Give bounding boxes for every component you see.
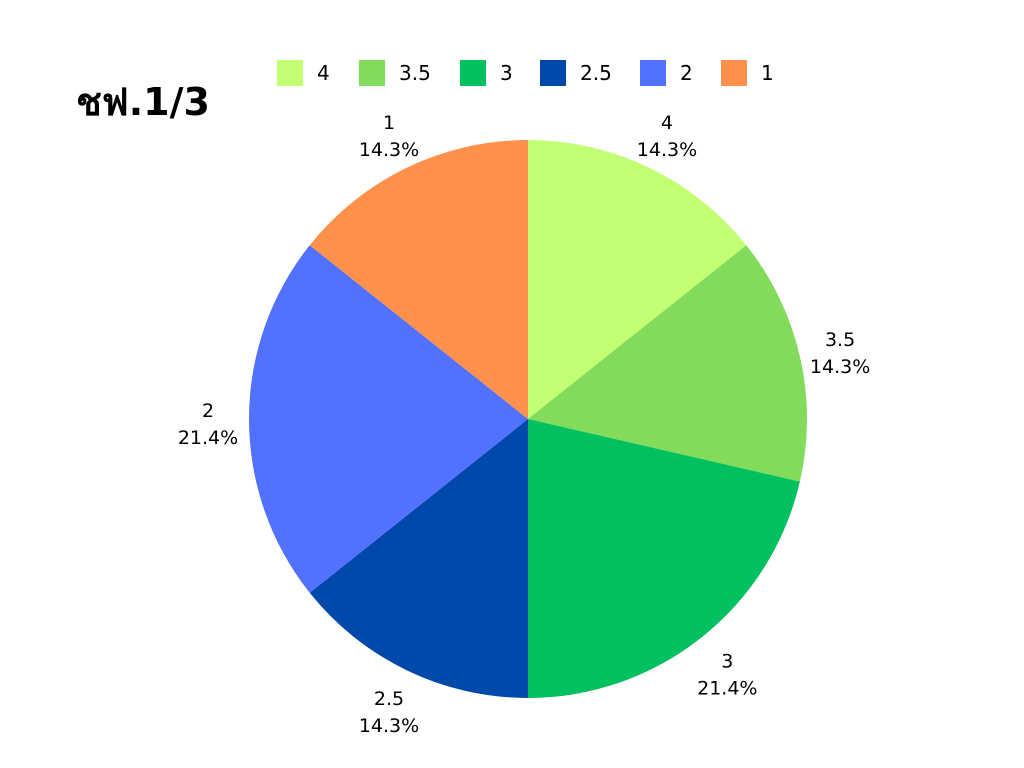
slice-category-label: 2.5 — [374, 688, 404, 710]
legend-label: 2 — [680, 61, 693, 85]
pie-slice-2-5 — [309, 419, 528, 698]
legend-item: 2.5 — [540, 58, 612, 88]
slice-percent-label: 21.4% — [178, 427, 238, 449]
legend-label: 4 — [317, 61, 330, 85]
slice-percent-label: 14.3% — [810, 356, 870, 378]
legend-item: 3.5 — [359, 58, 431, 88]
slice-percent-label: 14.3% — [359, 139, 419, 161]
legend-swatch — [359, 60, 385, 86]
legend-item: 3 — [460, 58, 513, 88]
pie-slice-1 — [309, 140, 528, 419]
slice-category-label: 3.5 — [825, 329, 855, 351]
legend-item: 1 — [721, 58, 774, 88]
legend-swatch — [721, 60, 747, 86]
slice-category-label: 3 — [721, 650, 733, 672]
slice-category-label: 2 — [202, 400, 214, 422]
pie-slice-2 — [248, 245, 529, 593]
slice-category-label: 1 — [383, 112, 395, 134]
legend-item: 4 — [277, 58, 330, 88]
pie-slice-3 — [528, 419, 800, 698]
legend-label: 2.5 — [580, 61, 612, 85]
chart-legend: 4 3.5 3 2.5 2 1 — [0, 58, 1024, 88]
legend-swatch — [540, 60, 566, 86]
legend-swatch — [640, 60, 666, 86]
slice-percent-label: 21.4% — [697, 677, 757, 699]
chart-title: ชฟ.1/3 — [76, 80, 210, 124]
legend-label: 3.5 — [399, 61, 431, 85]
legend-swatch — [277, 60, 303, 86]
legend-swatch — [460, 60, 486, 86]
pie-slice-3-5 — [528, 245, 807, 482]
legend-label: 1 — [761, 61, 774, 85]
slice-percent-label: 14.3% — [359, 715, 419, 737]
pie-slice-4 — [528, 140, 747, 419]
slice-category-label: 4 — [661, 112, 673, 134]
legend-item: 2 — [640, 58, 693, 88]
slice-percent-label: 14.3% — [637, 139, 697, 161]
legend-label: 3 — [500, 61, 513, 85]
